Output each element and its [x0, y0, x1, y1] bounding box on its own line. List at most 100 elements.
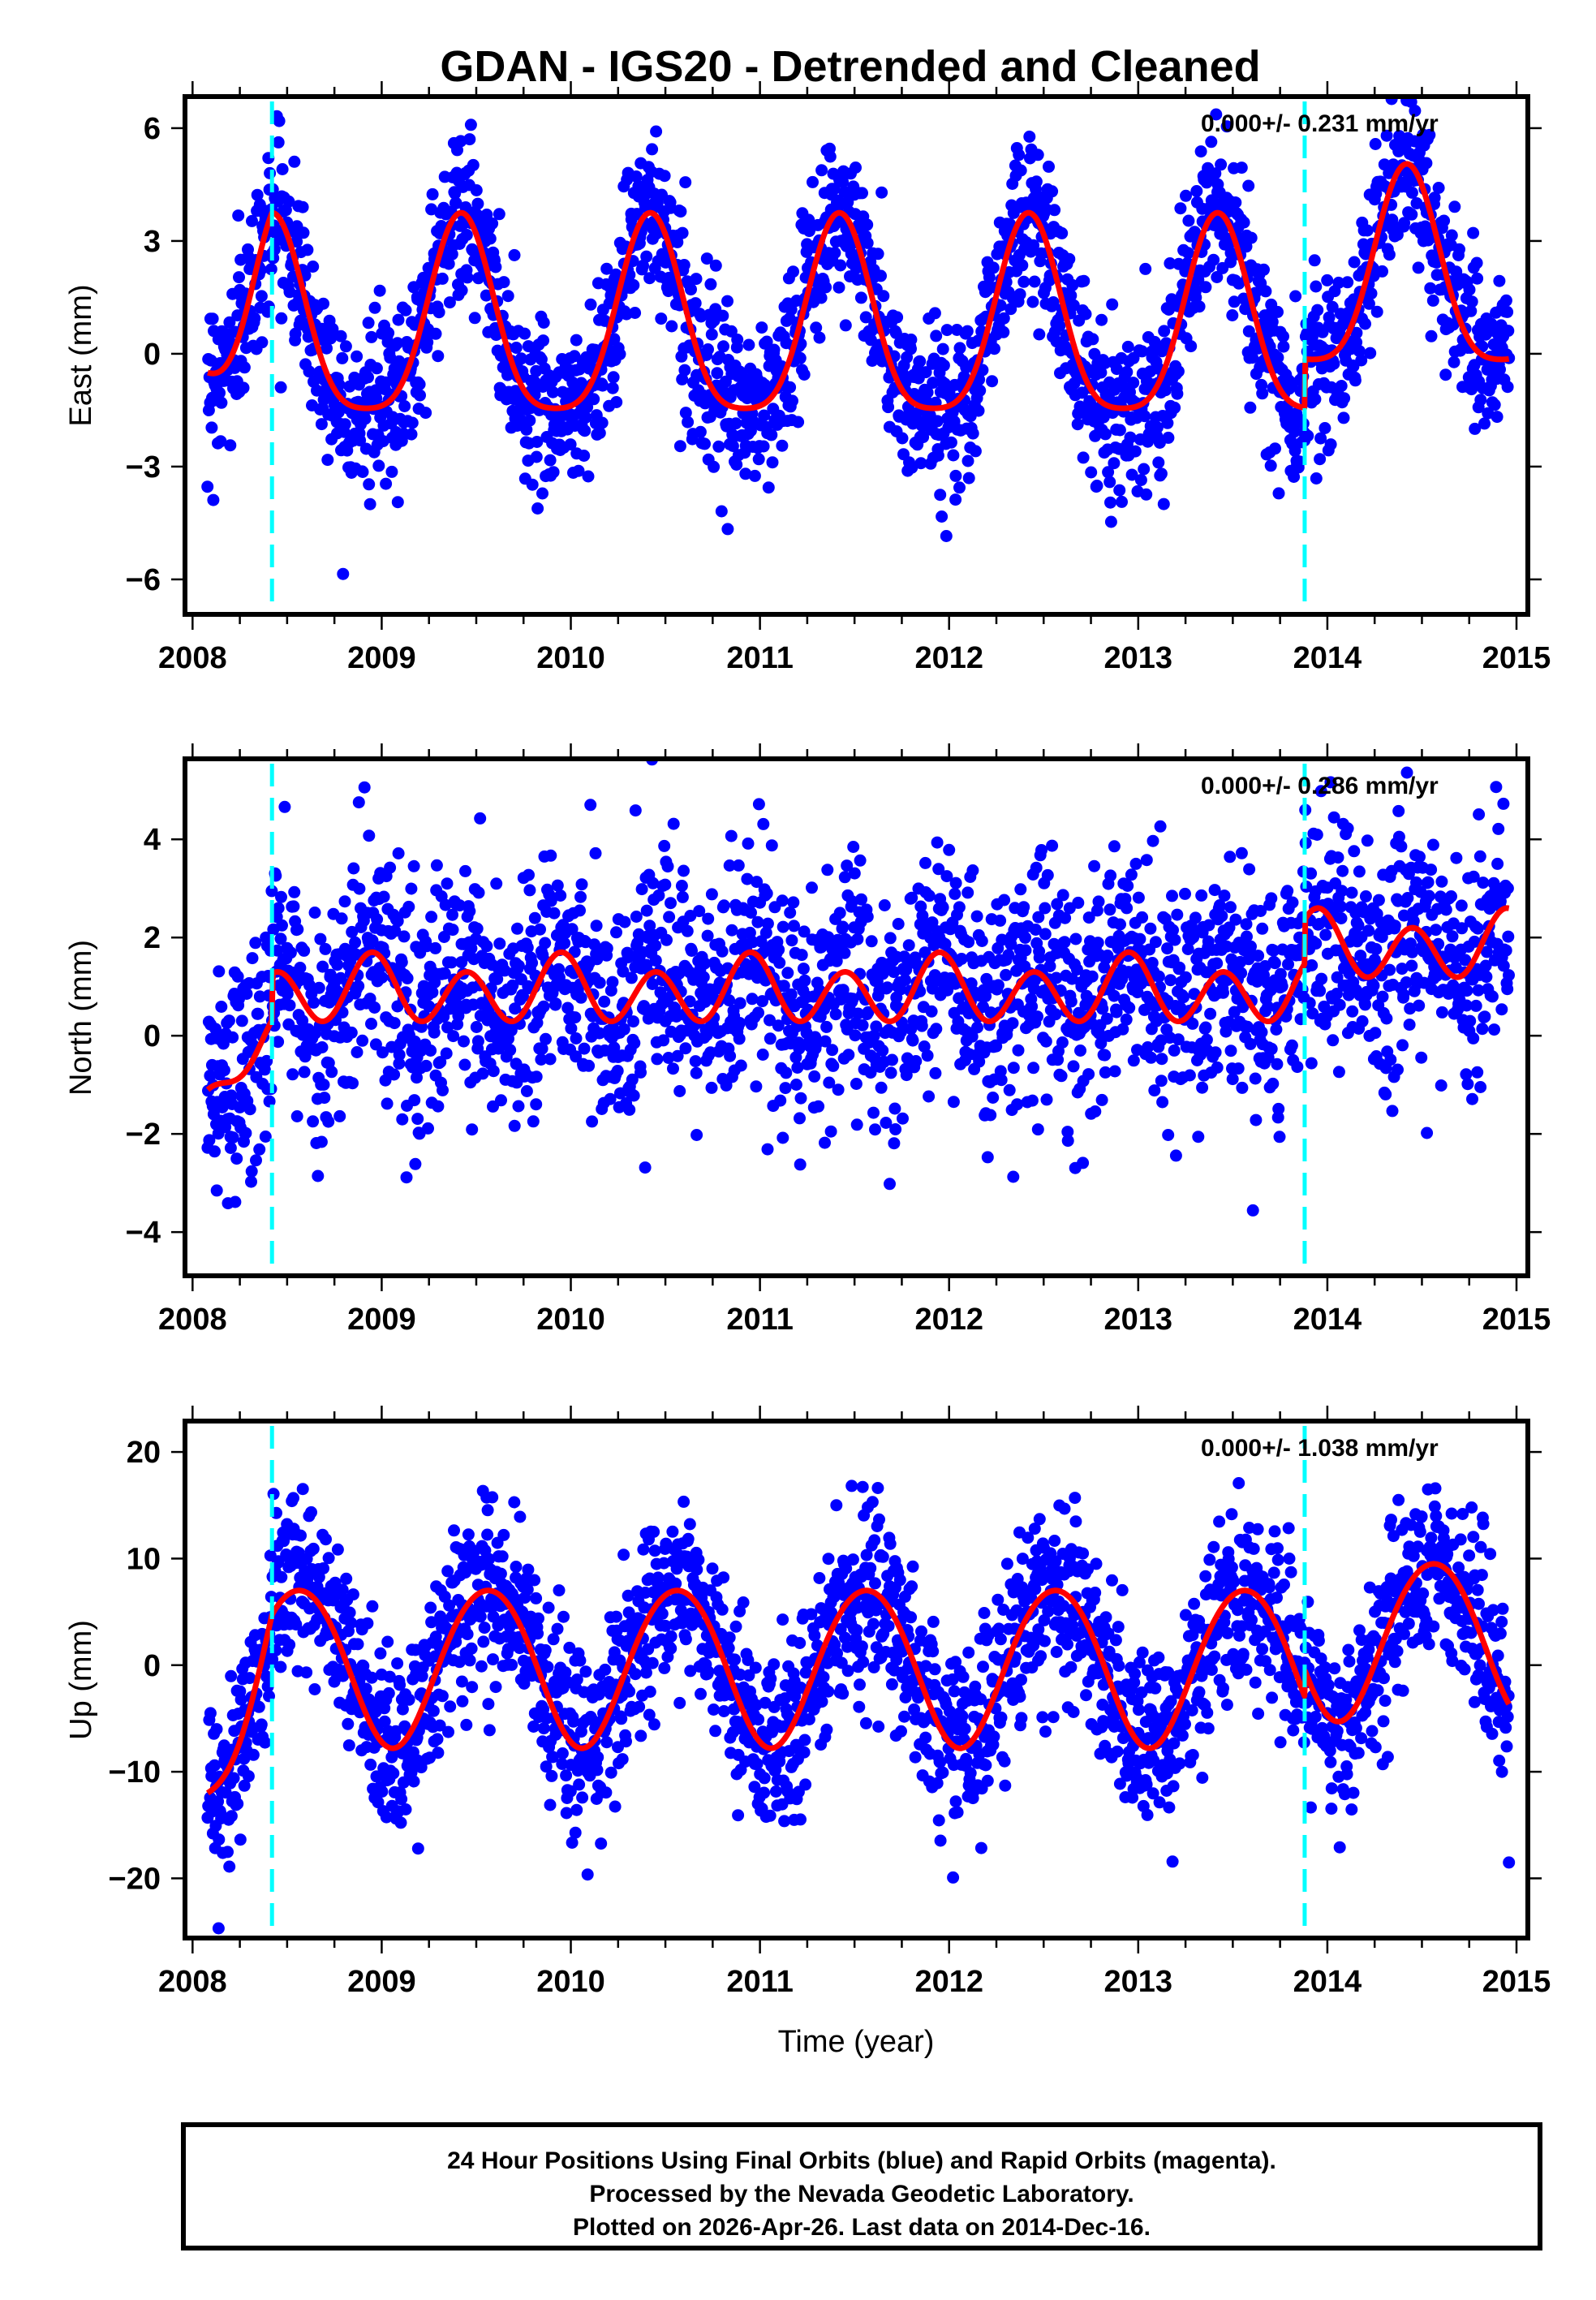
north-data-point: [1348, 845, 1361, 858]
north-data-point: [1017, 901, 1030, 914]
north-data-point: [910, 1055, 923, 1067]
up-data-point: [305, 1505, 317, 1518]
north-data-point: [1108, 840, 1121, 853]
east-data-point: [1047, 296, 1060, 308]
east-data-point: [1033, 328, 1046, 341]
east-data-point: [1220, 120, 1233, 133]
east-data-point: [1428, 192, 1441, 205]
north-data-point: [660, 933, 673, 946]
north-data-point: [1327, 1034, 1340, 1047]
east-data-point: [1424, 282, 1437, 295]
east-data-point: [988, 342, 1000, 355]
north-data-point: [1179, 887, 1191, 900]
up-data-point: [283, 1639, 296, 1652]
north-data-point: [955, 953, 968, 965]
east-data-point: [419, 407, 432, 420]
east-data-point: [709, 259, 722, 272]
east-data-point: [445, 248, 458, 261]
north-data-point: [401, 971, 414, 984]
north-data-point: [892, 918, 905, 930]
east-data-point: [537, 334, 549, 347]
east-data-point: [1194, 145, 1207, 158]
north-data-point: [716, 945, 729, 958]
north-data-point: [476, 1067, 489, 1080]
east-data-point: [882, 401, 895, 414]
east-data-point: [1420, 157, 1433, 170]
east-data-point: [1113, 484, 1126, 497]
north-data-point: [617, 965, 630, 978]
north-data-point: [287, 900, 300, 913]
north-data-point: [856, 1019, 869, 1032]
north-data-point: [1376, 990, 1389, 1003]
east-data-point: [729, 417, 742, 430]
north-data-point: [1224, 901, 1237, 914]
north-data-point: [316, 1041, 329, 1053]
north-data-point: [743, 926, 756, 939]
north-data-point: [445, 956, 458, 969]
north-data-point: [1501, 983, 1514, 996]
north-data-point: [544, 849, 557, 862]
north-data-point: [229, 1195, 242, 1208]
east-data-point: [1353, 345, 1366, 358]
east-data-point: [1016, 259, 1029, 272]
north-data-point: [961, 886, 974, 899]
east-data-point: [1185, 340, 1198, 353]
north-data-point: [1380, 1012, 1393, 1025]
north-data-point: [1306, 959, 1319, 971]
north-data-point: [312, 1169, 325, 1182]
east-data-point: [861, 236, 874, 249]
east-data-point: [518, 327, 531, 340]
north-data-point: [1108, 1065, 1121, 1078]
north-data-point: [1478, 1010, 1491, 1023]
east-data-point: [1199, 281, 1212, 294]
east-data-point: [391, 496, 404, 509]
north-data-point: [923, 1090, 936, 1103]
north-data-point: [349, 936, 362, 949]
north-data-point: [1031, 1123, 1044, 1136]
north-data-point: [466, 1123, 479, 1136]
east-data-point: [949, 469, 962, 482]
east-data-point: [290, 235, 303, 248]
east-data-point: [1164, 257, 1177, 269]
north-data-point: [1243, 863, 1256, 876]
east-data-point: [1478, 417, 1491, 430]
east-data-point: [596, 416, 609, 429]
north-data-point: [761, 917, 774, 930]
east-data-point: [255, 290, 268, 303]
east-data-point: [1134, 474, 1147, 486]
north-data-point: [1129, 857, 1142, 870]
east-data-point: [1013, 288, 1026, 301]
north-data-point: [888, 1137, 901, 1150]
north-data-point: [1162, 1129, 1175, 1141]
north-data-point: [298, 944, 311, 957]
north-data-point: [392, 847, 405, 859]
east-data-point: [526, 478, 539, 491]
north-data-point: [352, 796, 365, 809]
north-data-point: [1486, 990, 1499, 1003]
east-data-point: [1365, 287, 1378, 300]
east-data-point: [1271, 351, 1284, 364]
east-fit-curve: [205, 161, 1511, 411]
east-data-point: [215, 396, 228, 409]
north-data-point: [549, 997, 562, 1010]
north-data-point: [1265, 1042, 1278, 1055]
north-data-point: [734, 1059, 747, 1072]
north-data-point: [776, 920, 789, 933]
north-data-point: [389, 924, 402, 937]
north-data-point: [671, 1049, 684, 1062]
east-data-point: [470, 184, 483, 196]
north-data-point: [894, 983, 907, 996]
north-data-point: [1011, 1098, 1024, 1111]
east-data-point: [1138, 410, 1151, 423]
east-data-point: [460, 229, 473, 241]
north-data-point: [975, 935, 988, 947]
east-data-point: [1095, 366, 1108, 379]
north-data-point: [1007, 1170, 1020, 1183]
up-data-point: [275, 1570, 288, 1583]
north-data-point: [1315, 972, 1328, 985]
east-data-point: [690, 273, 703, 286]
north-data-point: [785, 988, 798, 1001]
north-data-point: [428, 1026, 441, 1039]
north-data-point: [424, 1044, 437, 1057]
